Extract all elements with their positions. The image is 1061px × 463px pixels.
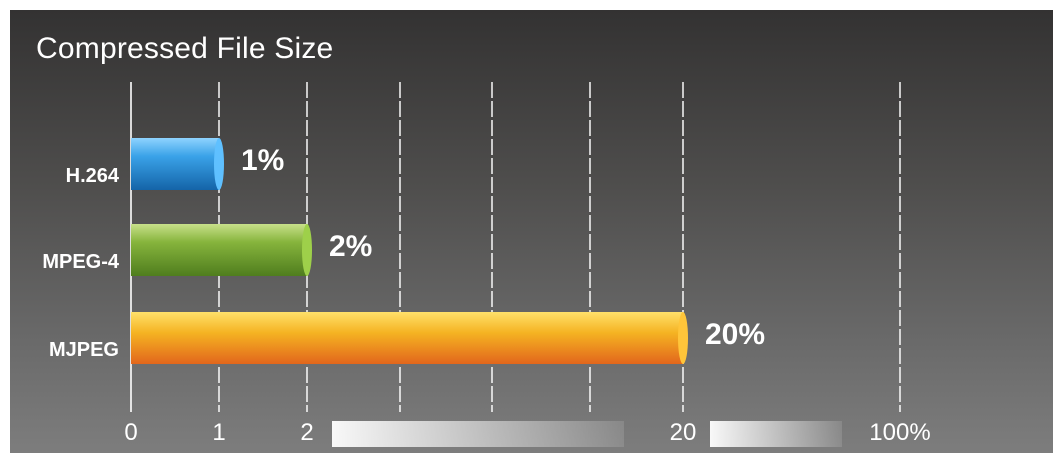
value-label: 20% [705, 318, 765, 351]
bar-mjpeg [131, 312, 683, 364]
bar-h-264 [131, 138, 219, 190]
labels: H.264 1% MPEG-4 2% MJPEG 20% [42, 144, 765, 361]
x-axis-ticks: 0 1 2 20 100% [124, 419, 931, 447]
x-tick-label: 2 [300, 419, 313, 446]
axis-break-band [332, 421, 624, 447]
bar-end-cap [214, 138, 224, 190]
category-label: MPEG-4 [42, 251, 120, 273]
x-tick-label: 20 [670, 419, 697, 446]
bar-mpeg-4 [131, 224, 307, 276]
chart-title: Compressed File Size [36, 32, 334, 65]
axis-break-band [710, 421, 842, 447]
x-tick-label: 100% [869, 419, 930, 446]
bars [131, 138, 688, 364]
value-label: 1% [241, 144, 284, 177]
chart-plot: H.264 1% MPEG-4 2% MJPEG 20% 0 1 2 20 100% [42, 82, 931, 447]
category-label: H.264 [66, 165, 120, 187]
bar-end-cap [678, 312, 688, 364]
bar-end-cap [302, 224, 312, 276]
x-tick-label: 1 [212, 419, 225, 446]
chart-panel: Compressed File Size [10, 10, 1053, 453]
category-label: MJPEG [49, 339, 119, 361]
value-label: 2% [329, 230, 372, 263]
x-tick-label: 0 [124, 419, 137, 446]
